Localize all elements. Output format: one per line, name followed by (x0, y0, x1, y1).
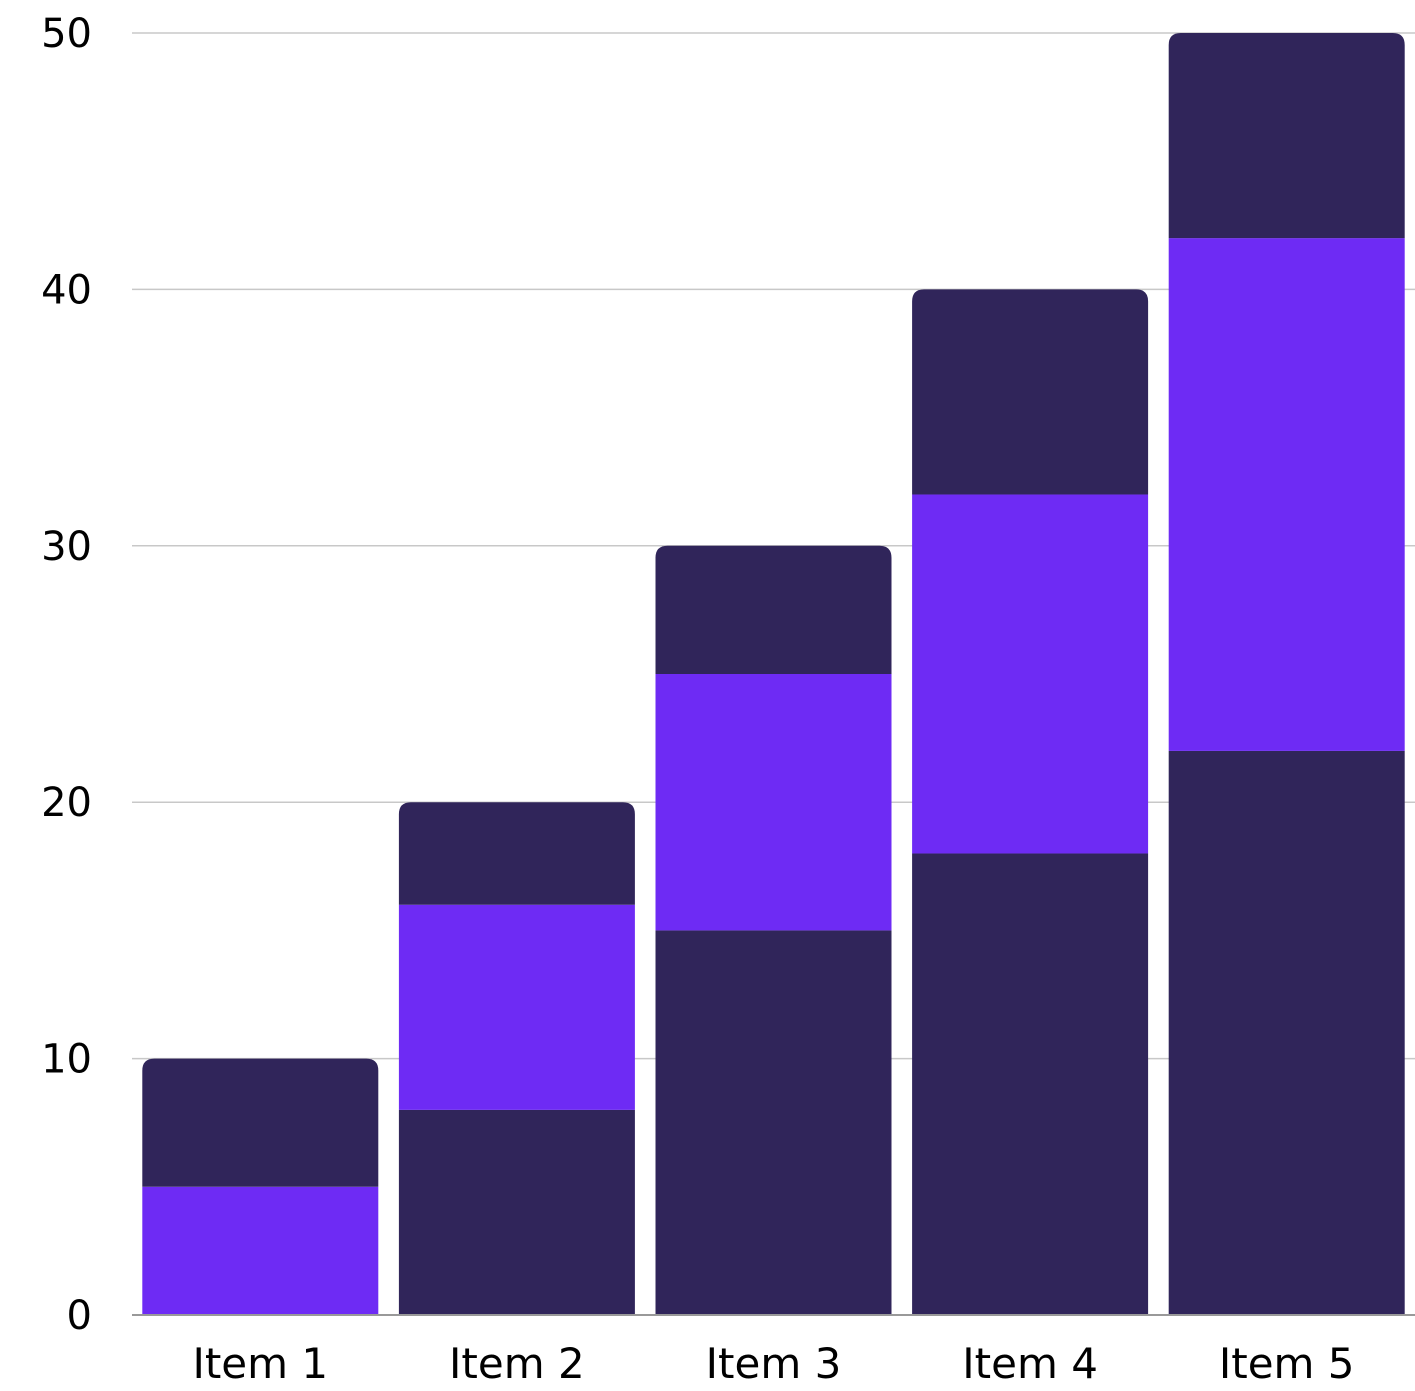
y-tick-label-40: 40 (41, 267, 92, 313)
y-tick-label-50: 50 (41, 11, 92, 57)
bars (142, 33, 1405, 1315)
bar-item-5-segment-1 (1168, 750, 1405, 1315)
x-tick-label-item-1: Item 1 (192, 1339, 328, 1386)
x-tick-label-item-2: Item 2 (449, 1339, 585, 1386)
bar-item-4-segment-2 (912, 494, 1149, 854)
y-axis-tick-labels: 0 10 20 30 40 50 (41, 11, 92, 1339)
bar-item-5-segment-2 (1168, 238, 1405, 751)
bar-item-2-segment-1 (398, 1109, 635, 1315)
bar-item-4-segment-1 (912, 853, 1149, 1315)
bar-item-3-segment-1 (655, 930, 892, 1315)
bar-item-1-segment-3 (142, 1058, 379, 1187)
bar-item-4-segment-3 (912, 289, 1149, 495)
bar-item-3-segment-3 (655, 545, 892, 674)
bar-item-1-segment-2 (142, 1186, 379, 1315)
y-tick-label-0: 0 (67, 1293, 92, 1339)
y-tick-label-30: 30 (41, 524, 92, 570)
x-axis-tick-labels: Item 1 Item 2 Item 3 Item 4 Item 5 (192, 1339, 1355, 1388)
x-tick-label-item-3: Item 3 (706, 1339, 842, 1386)
bar-item-3-segment-2 (655, 674, 892, 931)
bar-item-2-segment-3 (398, 802, 635, 905)
y-tick-label-20: 20 (41, 780, 92, 826)
y-tick-label-10: 10 (41, 1037, 92, 1083)
x-tick-label-item-4: Item 4 (962, 1339, 1098, 1386)
bar-item-5-segment-3 (1168, 33, 1405, 239)
x-tick-label-item-5: Item 5 (1219, 1339, 1355, 1386)
bar-item-2-segment-2 (398, 904, 635, 1110)
